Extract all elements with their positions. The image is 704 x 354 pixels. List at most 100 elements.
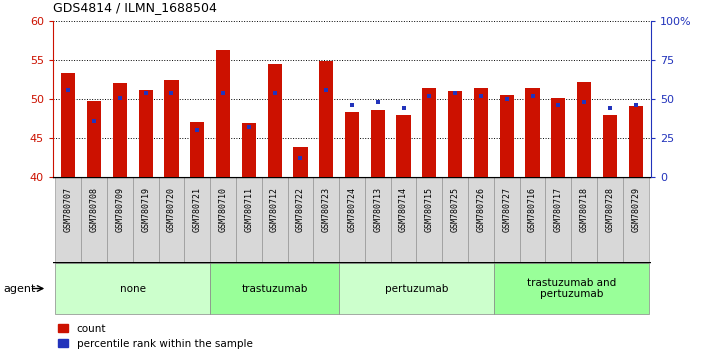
Text: GSM780723: GSM780723 xyxy=(322,187,331,232)
Point xyxy=(372,99,384,105)
Bar xyxy=(422,88,436,177)
Bar xyxy=(294,147,308,177)
Point xyxy=(191,127,203,133)
Bar xyxy=(268,64,282,177)
Bar xyxy=(571,177,597,262)
Point xyxy=(475,93,486,99)
Bar xyxy=(236,177,262,262)
Text: pertuzumab: pertuzumab xyxy=(385,284,448,293)
Point xyxy=(424,93,435,99)
Point xyxy=(114,95,125,101)
Point xyxy=(218,90,229,96)
Bar xyxy=(164,80,179,177)
Bar xyxy=(417,177,442,262)
Bar xyxy=(56,263,210,314)
Bar xyxy=(287,177,313,262)
Bar xyxy=(442,177,468,262)
Text: GSM780710: GSM780710 xyxy=(218,187,227,232)
Bar xyxy=(577,82,591,177)
Bar xyxy=(494,177,520,262)
Bar xyxy=(319,61,333,177)
Point xyxy=(89,118,100,124)
Bar xyxy=(500,95,514,177)
Point xyxy=(501,96,513,102)
Text: GSM780708: GSM780708 xyxy=(89,187,99,232)
Bar xyxy=(597,177,623,262)
Bar xyxy=(448,91,463,177)
Point xyxy=(140,90,151,96)
Text: GSM780707: GSM780707 xyxy=(64,187,73,232)
Bar xyxy=(216,50,230,177)
Text: GSM780715: GSM780715 xyxy=(425,187,434,232)
Bar xyxy=(603,115,617,177)
Bar xyxy=(113,83,127,177)
Text: GSM780721: GSM780721 xyxy=(193,187,202,232)
Bar xyxy=(81,177,107,262)
Text: trastuzumab and
pertuzumab: trastuzumab and pertuzumab xyxy=(527,278,616,299)
Bar xyxy=(339,177,365,262)
Point xyxy=(450,90,461,96)
Text: GSM780720: GSM780720 xyxy=(167,187,176,232)
Point xyxy=(269,90,280,96)
Bar xyxy=(158,177,184,262)
Bar xyxy=(525,88,540,177)
Text: GSM780713: GSM780713 xyxy=(373,187,382,232)
Point xyxy=(630,103,641,108)
Text: GSM780717: GSM780717 xyxy=(554,187,562,232)
Bar xyxy=(474,88,488,177)
Text: GSM780725: GSM780725 xyxy=(451,187,460,232)
Text: agent: agent xyxy=(4,284,36,293)
Bar xyxy=(107,177,133,262)
Bar xyxy=(139,90,153,177)
Bar xyxy=(190,122,204,177)
Text: none: none xyxy=(120,284,146,293)
Bar xyxy=(629,106,643,177)
Text: GDS4814 / ILMN_1688504: GDS4814 / ILMN_1688504 xyxy=(53,1,217,14)
Bar xyxy=(133,177,158,262)
Bar xyxy=(262,177,287,262)
Text: GSM780727: GSM780727 xyxy=(502,187,511,232)
Text: GSM780712: GSM780712 xyxy=(270,187,279,232)
Bar xyxy=(371,110,385,177)
Text: GSM780728: GSM780728 xyxy=(605,187,615,232)
Bar xyxy=(520,177,546,262)
Text: GSM780719: GSM780719 xyxy=(142,187,150,232)
Bar xyxy=(345,112,359,177)
Bar xyxy=(210,263,339,314)
Bar xyxy=(546,177,571,262)
Text: GSM780714: GSM780714 xyxy=(399,187,408,232)
Bar xyxy=(365,177,391,262)
Bar xyxy=(396,115,410,177)
Bar xyxy=(61,73,75,177)
Text: GSM780724: GSM780724 xyxy=(348,187,356,232)
Point xyxy=(527,93,538,99)
Bar xyxy=(468,177,494,262)
Legend: count, percentile rank within the sample: count, percentile rank within the sample xyxy=(58,324,253,349)
Bar xyxy=(56,177,81,262)
Bar xyxy=(339,263,494,314)
Text: GSM780709: GSM780709 xyxy=(115,187,125,232)
Point xyxy=(166,90,177,96)
Point xyxy=(346,103,358,108)
Point xyxy=(553,103,564,108)
Bar xyxy=(623,177,648,262)
Bar xyxy=(391,177,417,262)
Bar xyxy=(87,102,101,177)
Bar xyxy=(241,123,256,177)
Point xyxy=(398,105,409,111)
Point xyxy=(579,99,590,105)
Bar xyxy=(551,98,565,177)
Point xyxy=(295,155,306,161)
Point xyxy=(320,87,332,93)
Text: GSM780716: GSM780716 xyxy=(528,187,537,232)
Point xyxy=(63,87,74,93)
Text: GSM780711: GSM780711 xyxy=(244,187,253,232)
Point xyxy=(243,124,254,130)
Bar xyxy=(494,263,648,314)
Text: GSM780722: GSM780722 xyxy=(296,187,305,232)
Bar xyxy=(313,177,339,262)
Bar xyxy=(184,177,210,262)
Text: GSM780729: GSM780729 xyxy=(631,187,640,232)
Bar xyxy=(210,177,236,262)
Text: GSM780726: GSM780726 xyxy=(477,187,486,232)
